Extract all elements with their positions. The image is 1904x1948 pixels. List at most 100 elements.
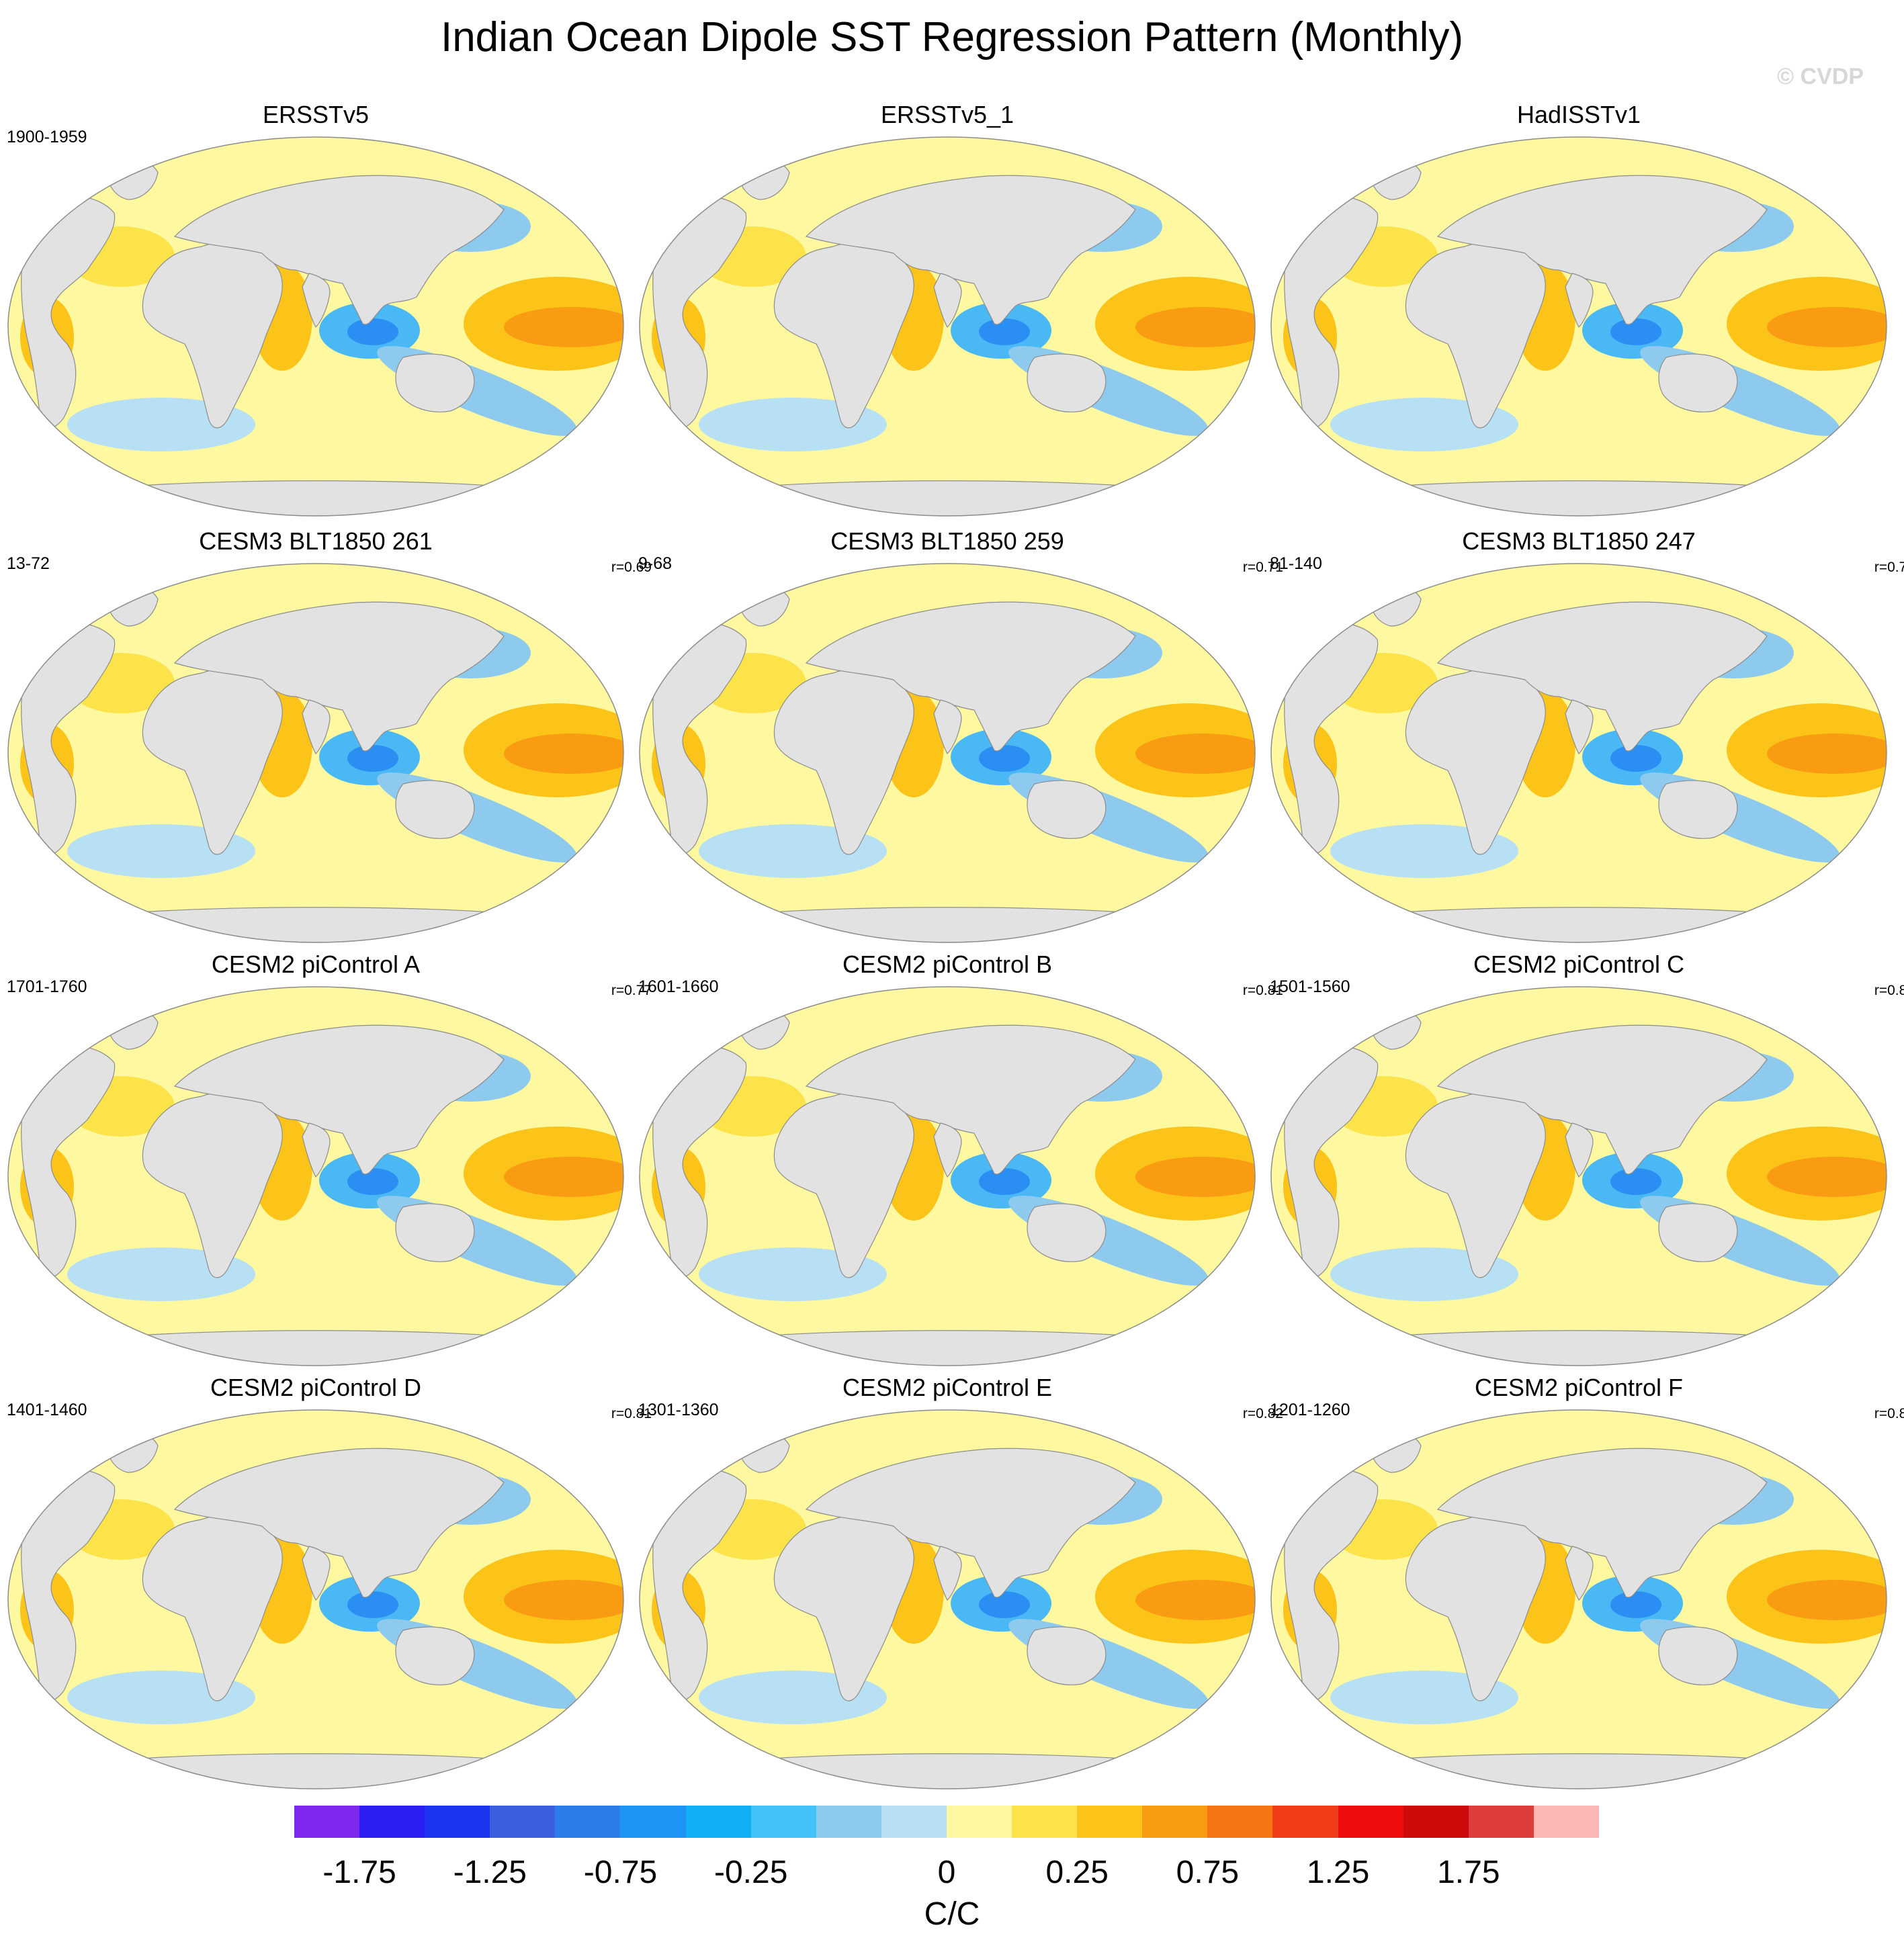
colorbar-swatch: [881, 1806, 947, 1838]
colorbar-swatch: [1338, 1806, 1403, 1838]
cool-anomaly-core: [347, 745, 398, 772]
panel-11: CESM2 piControl E 1301-1360 r=0.82: [638, 1374, 1283, 1790]
cool-anomaly-core: [347, 318, 398, 345]
panel-title: CESM2 piControl F: [1474, 1374, 1684, 1401]
antarctica-land: [107, 480, 525, 516]
warm-anomaly-equatorial-core: [504, 1157, 623, 1197]
americas-land: [652, 621, 747, 855]
panel-10: CESM2 piControl D 1401-1460 r=0.81: [7, 1374, 652, 1790]
map-content: [8, 987, 623, 1366]
colorbar: [294, 1806, 1599, 1838]
panel-7: CESM2 piControl A 1701-1760 r=0.77: [7, 950, 652, 1367]
africa-land: [1405, 1514, 1546, 1701]
map-outline: [639, 1409, 1256, 1789]
panel-title: CESM2 piControl A: [211, 950, 421, 978]
map-content: [640, 564, 1255, 942]
warm-anomaly-equatorial-core: [504, 1580, 623, 1620]
panel-title: CESM2 piControl B: [842, 950, 1053, 978]
panel-title: CESM3 BLT1850 247: [1462, 527, 1696, 555]
warm-anomaly-equatorial-core: [504, 734, 623, 774]
eurasia-land: [1436, 175, 1768, 325]
cool-anomaly-core: [1610, 1591, 1661, 1618]
australia-land: [395, 353, 475, 412]
sst-regression-map: [639, 136, 1256, 517]
colorbar-swatch: [1012, 1806, 1078, 1838]
eurasia-land: [173, 1024, 505, 1175]
cool-anomaly-core: [347, 1591, 398, 1618]
colorbar-swatch: [359, 1806, 425, 1838]
panel-title: ERSSTv5: [262, 101, 370, 128]
india-land: [933, 1122, 962, 1178]
map-content: [1271, 564, 1887, 942]
panel-period: 1900-1959: [7, 128, 87, 146]
colorbar-swatch: [294, 1806, 360, 1838]
africa-land: [142, 1091, 283, 1278]
australia-land: [395, 1203, 475, 1262]
colorbar-tick-label: -0.75: [583, 1855, 658, 1890]
panel-correlation: r=0.77: [611, 983, 652, 998]
panel-6: CESM3 BLT1850 247 81-140 r=0.71: [1270, 527, 1904, 944]
colorbar-swatch: [555, 1806, 621, 1838]
antarctica-land: [107, 1330, 525, 1366]
map-content: [640, 137, 1255, 516]
map-outline: [7, 563, 624, 943]
colorbar-swatch: [1077, 1806, 1143, 1838]
map-content: [1271, 987, 1887, 1366]
australia-land: [1027, 1203, 1107, 1262]
panel-title: CESM2 piControl C: [1473, 950, 1685, 978]
colorbar-tick-label: -0.25: [713, 1855, 788, 1890]
panel-8: CESM2 piControl B 1601-1660 r=0.81: [638, 950, 1283, 1367]
americas-land: [1284, 195, 1379, 429]
warm-anomaly-equatorial-core: [1767, 734, 1887, 774]
sst-regression-map: [7, 1409, 624, 1789]
colorbar-swatch: [750, 1806, 816, 1838]
figure-title: Indian Ocean Dipole SST Regression Patte…: [440, 14, 1464, 60]
india-land: [302, 1546, 331, 1601]
panel-title: HadISSTv1: [1516, 101, 1641, 128]
warm-anomaly-equatorial-core: [1135, 734, 1255, 774]
sst-regression-map: [1270, 986, 1887, 1366]
americas-land: [21, 1468, 116, 1701]
panel-correlation: r=0.80: [1874, 983, 1904, 998]
india-land: [302, 699, 331, 754]
panel-period: 1601-1660: [638, 977, 719, 996]
sst-regression-map: [7, 986, 624, 1366]
map-content: [1271, 137, 1887, 516]
antarctica-land: [1370, 480, 1788, 516]
map-outline: [7, 1409, 624, 1789]
americas-land: [1284, 1468, 1379, 1701]
india-land: [1565, 1546, 1594, 1601]
warm-anomaly-equatorial-core: [504, 307, 623, 347]
eurasia-land: [173, 601, 505, 752]
eurasia-land: [173, 175, 505, 325]
australia-land: [395, 780, 475, 839]
map-content: [8, 1410, 623, 1789]
panel-12: CESM2 piControl F 1201-1260 r=0.80: [1270, 1374, 1904, 1790]
americas-land: [1284, 1045, 1379, 1278]
colorbar-swatch: [946, 1806, 1012, 1838]
australia-land: [1027, 353, 1107, 412]
americas-land: [652, 195, 747, 429]
map-content: [1271, 1410, 1887, 1789]
colorbar-swatch: [816, 1806, 881, 1838]
panel-correlation: r=0.81: [611, 1406, 652, 1421]
eurasia-land: [1436, 601, 1768, 752]
map-outline: [1270, 563, 1887, 943]
antarctica-land: [107, 907, 525, 942]
warm-anomaly-equatorial-core: [1767, 307, 1887, 347]
americas-land: [652, 1468, 747, 1701]
eurasia-land: [805, 175, 1136, 325]
colorbar-swatch: [620, 1806, 686, 1838]
panel-4: CESM3 BLT1850 261 13-72 r=0.69: [7, 527, 652, 944]
panel-1: ERSSTv5 1900-1959: [7, 101, 625, 517]
antarctica-land: [738, 1330, 1156, 1366]
panel-period: 1501-1560: [1270, 977, 1350, 996]
colorbar-tick-label: 1.75: [1437, 1855, 1500, 1890]
map-outline: [1270, 136, 1887, 517]
map-outline: [1270, 1409, 1887, 1789]
australia-land: [1658, 1626, 1738, 1685]
credit-watermark: © CVDP: [1777, 64, 1864, 89]
africa-land: [1405, 241, 1546, 429]
colorbar-swatch: [1468, 1806, 1534, 1838]
panel-title: CESM3 BLT1850 259: [830, 527, 1064, 555]
